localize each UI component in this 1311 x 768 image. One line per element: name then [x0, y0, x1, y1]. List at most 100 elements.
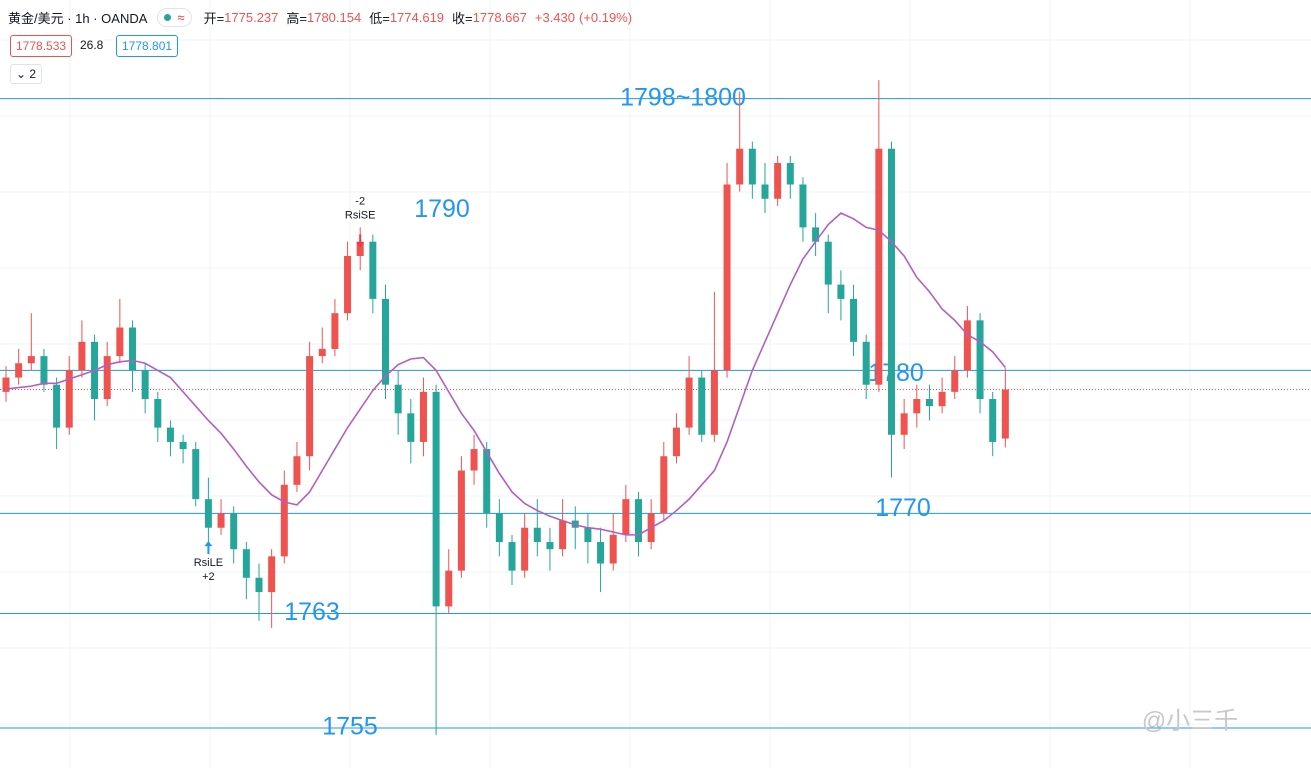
candle: [925, 384, 933, 421]
candle: [913, 384, 921, 428]
candle: [786, 155, 794, 199]
level-label: 1763: [284, 598, 340, 626]
watermark: @小三千: [1142, 707, 1238, 734]
candle-body: [508, 542, 516, 571]
candle: [2, 366, 10, 402]
candle-body: [15, 363, 23, 378]
candle: [255, 563, 263, 621]
signal-name: RsiLE: [194, 557, 223, 569]
candle: [989, 391, 997, 457]
signal-value: -2: [355, 195, 365, 207]
high-label: 高=: [286, 11, 307, 26]
candle-body: [660, 456, 668, 514]
candle: [938, 377, 946, 414]
candle-body: [774, 163, 782, 199]
candle: [419, 377, 427, 457]
candle: [774, 155, 782, 206]
candle-body: [1001, 389, 1009, 439]
candle-body: [976, 320, 984, 400]
candle-body: [837, 284, 845, 299]
signal-value: +2: [202, 571, 215, 583]
candle-body: [850, 298, 858, 342]
candle: [230, 506, 238, 564]
spread: 26.8: [80, 35, 104, 55]
candle-body: [432, 391, 440, 607]
candle: [369, 234, 377, 314]
candle: [584, 513, 592, 564]
candle: [293, 441, 301, 492]
candle-body: [445, 570, 453, 607]
candle-body: [179, 441, 187, 450]
candle: [129, 320, 136, 392]
candle-body: [382, 298, 389, 385]
candle-body: [166, 427, 174, 442]
indicator-count: 2: [29, 67, 37, 81]
candle-body: [938, 391, 946, 407]
candle-body: [635, 499, 642, 543]
candle: [166, 420, 174, 457]
candle: [748, 141, 756, 199]
note-label: 1790: [414, 195, 470, 223]
candle: [609, 513, 617, 571]
candle-body: [331, 313, 339, 349]
candle-body: [723, 184, 731, 371]
candle: [723, 163, 731, 378]
candle-body: [799, 184, 807, 228]
candle: [1001, 368, 1009, 448]
candle-body: [609, 534, 617, 564]
candle: [559, 499, 567, 557]
candle-body: [584, 527, 592, 543]
signal-arrow: [204, 541, 213, 555]
candle: [597, 527, 605, 593]
candle: [179, 434, 187, 464]
candle-body: [103, 356, 111, 400]
candle-body: [230, 513, 238, 550]
candle: [306, 341, 314, 471]
candle-body: [951, 370, 959, 392]
candle-body: [812, 227, 820, 242]
candle: [951, 356, 959, 400]
candle: [622, 484, 630, 543]
candle: [344, 241, 352, 321]
level-label: 1770: [875, 494, 931, 522]
candle-body: [470, 449, 478, 471]
candle: [900, 399, 908, 450]
candle: [571, 506, 579, 550]
change-pct: (+0.19%): [579, 10, 633, 25]
candle-body: [318, 348, 326, 357]
candle: [736, 91, 744, 192]
candle: [660, 441, 668, 521]
low-value: 1774.619: [389, 10, 445, 25]
candle: [546, 527, 554, 571]
candle-body: [280, 484, 288, 557]
candle: [394, 370, 402, 435]
ask-button[interactable]: 1778.801: [116, 35, 179, 57]
candle-body: [78, 341, 86, 371]
bid-button[interactable]: 1778.533: [10, 35, 73, 57]
candle: [976, 313, 984, 414]
candle: [65, 356, 73, 435]
candle-body: [204, 499, 212, 528]
candle: [356, 227, 364, 271]
candle-body: [53, 384, 61, 428]
candle-body: [129, 327, 136, 371]
candle-body: [698, 377, 706, 435]
level-label: 1798~1800: [620, 83, 746, 111]
candle: [888, 141, 895, 478]
candle-body: [394, 384, 402, 414]
candle: [331, 298, 339, 357]
candle: [78, 320, 86, 378]
candle: [116, 298, 124, 364]
candle-body: [483, 449, 491, 514]
open-value: 1775.237: [224, 10, 279, 25]
indicator-toggle[interactable]: ⌄ 2: [10, 64, 43, 84]
close-label: 收=: [452, 11, 473, 26]
candle-body: [369, 241, 377, 299]
candle: [445, 549, 453, 614]
candle-body: [862, 341, 870, 385]
candle: [799, 177, 807, 242]
candle: [508, 534, 516, 585]
candle: [850, 284, 858, 357]
candle-body: [685, 377, 693, 428]
